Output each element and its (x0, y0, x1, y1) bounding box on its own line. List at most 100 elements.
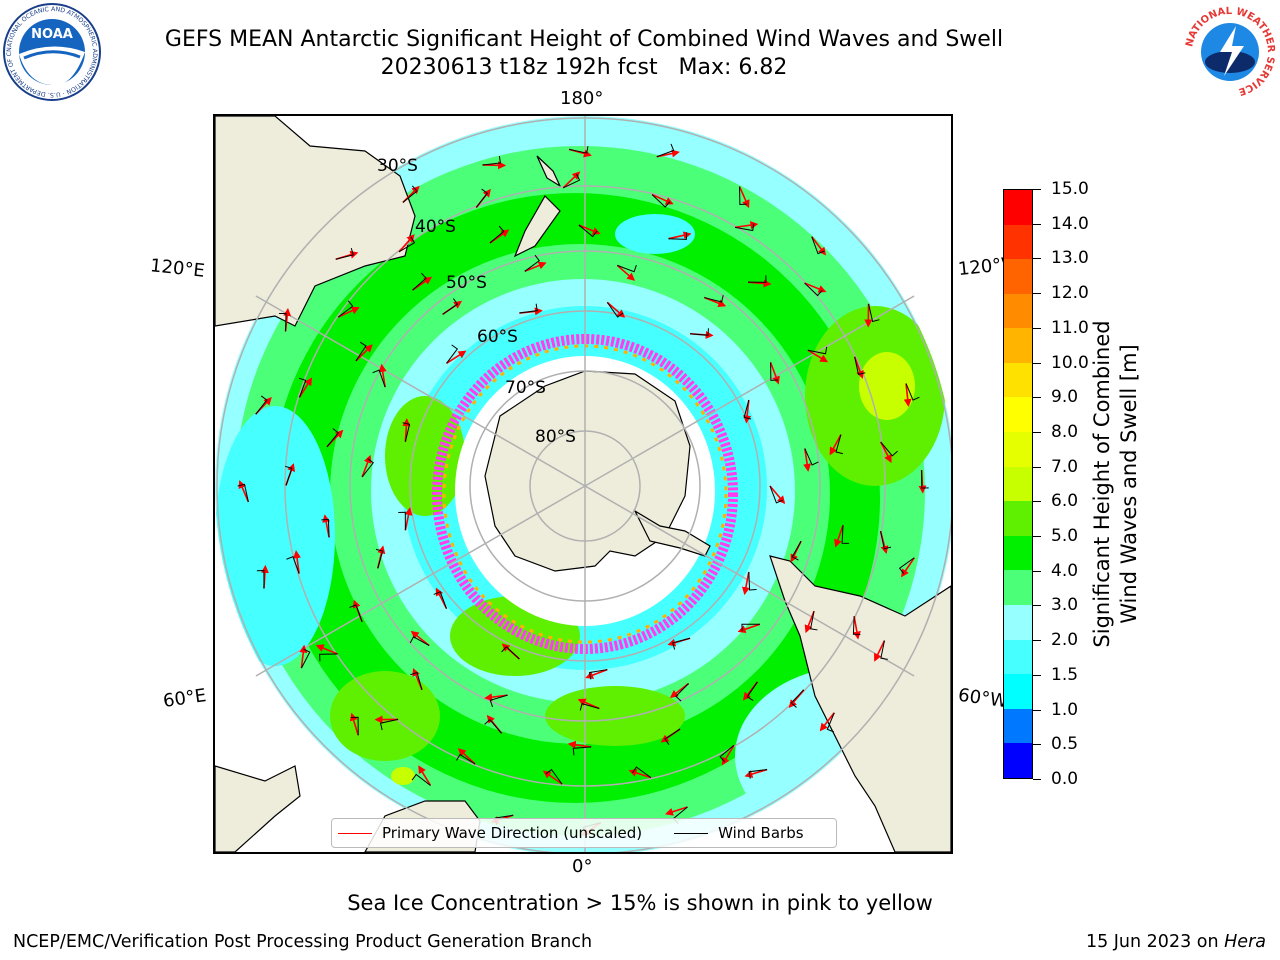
chart-title: GEFS MEAN Antarctic Significant Height o… (0, 26, 1168, 82)
wind-barb (672, 637, 691, 650)
wave-height-band (545, 686, 685, 746)
noaa-logo: NATIONAL OCEANIC AND ATMOSPHERIC ADMINIS… (2, 2, 101, 101)
colorbar-tick-label: 15.0 (1051, 179, 1089, 199)
colorbar-segment (1004, 501, 1032, 536)
wind-barb (545, 768, 563, 785)
wind-barb (921, 470, 929, 489)
colorbar-tick-label: 10.0 (1051, 352, 1089, 373)
wind-barb (898, 557, 915, 575)
wind-barb (743, 399, 752, 420)
wave-direction-arrow (616, 264, 636, 281)
wind-barb (489, 225, 505, 244)
wind-barb (668, 232, 687, 240)
wind-barb (237, 483, 249, 503)
wave-direction-arrow (651, 193, 674, 205)
wave-height-band (330, 671, 440, 761)
wind-barb (398, 236, 416, 253)
wind-barb (807, 346, 828, 355)
lon-label-180: 180° (560, 88, 604, 109)
wind-barb (572, 746, 592, 756)
wind-barb (905, 383, 920, 401)
wind-barb (375, 548, 384, 569)
land-new-zealand (513, 155, 562, 258)
colorbar-tick-label: 13.0 (1051, 248, 1089, 269)
wave-direction-arrow (834, 524, 844, 548)
wind-barb (519, 303, 538, 314)
map-legend: Primary Wave Direction (unscaled) Wind B… (331, 818, 837, 848)
wave-direction-arrow (721, 744, 735, 766)
colorbar-segment (1004, 397, 1032, 433)
wind-barb (719, 744, 735, 763)
wind-barb (279, 312, 287, 332)
wind-barb (841, 525, 850, 544)
wind-barb (398, 511, 406, 531)
wind-barb (617, 264, 637, 273)
wind-barb (690, 328, 709, 336)
colorbar-segment (1004, 293, 1032, 329)
wave-vectors (237, 143, 929, 836)
wave-direction-arrow (410, 630, 430, 647)
wind-barb (409, 636, 430, 646)
colorbar-tick-label: 12.0 (1051, 283, 1089, 304)
wind-barb (880, 531, 892, 550)
wind-barb (433, 591, 447, 609)
wave-direction-arrow (484, 693, 508, 702)
colorbar-tick (1033, 397, 1041, 399)
wave-direction-arrow (741, 571, 750, 596)
wind-barb (372, 369, 386, 388)
colorbar-segment (1004, 708, 1032, 744)
wave-direction-arrow (457, 748, 476, 765)
wave-direction-arrow (337, 306, 360, 318)
wind-barb (484, 718, 502, 734)
legend-item-wave-direction: Primary Wave Direction (unscaled) (332, 824, 642, 842)
wind-barb (482, 155, 501, 166)
wind-barb (489, 694, 508, 708)
wave-direction-arrow (567, 740, 592, 749)
wind-barb (319, 653, 338, 662)
colorbar-segment (1004, 362, 1032, 398)
wave-height-band (391, 767, 415, 785)
wind-barb (412, 272, 427, 291)
wind-barb (804, 448, 819, 466)
wave-direction-arrow (903, 383, 912, 407)
colorbar-tick-label: 14.0 (1051, 213, 1089, 234)
map-panel: 30°S 40°S 50°S 60°S 70°S 80°S (213, 114, 953, 854)
wave-direction-arrow (293, 550, 301, 574)
wave-direction-arrow (874, 640, 886, 662)
lat-label-40s: 40°S (415, 217, 456, 237)
wave-direction-arrow (299, 644, 308, 669)
colorbar-label-line2: Wind Waves and Swell [m] (1117, 344, 1141, 624)
colorbar-tick (1033, 674, 1041, 676)
wind-barb (880, 640, 888, 660)
wave-direction-arrow (656, 149, 680, 158)
wave-direction-arrow (819, 712, 835, 732)
colorbar-tick-label: 9.0 (1051, 387, 1079, 408)
colorbar-segment (1004, 328, 1032, 363)
colorbar-tick-label: 7.0 (1051, 456, 1079, 477)
wind-barb (826, 712, 835, 733)
wind-barb (411, 773, 431, 786)
footer-date: 15 Jun 2023 on Hera (1086, 932, 1266, 952)
wave-direction-arrow (804, 610, 815, 634)
lat-label-60s: 60°S (477, 327, 518, 347)
colorbar-segment (1004, 605, 1032, 640)
wind-barb (351, 716, 359, 736)
colorbar-tick (1033, 362, 1041, 364)
latitude-labels: 30°S 40°S 50°S 60°S 70°S 80°S (377, 156, 576, 447)
wind-barb (746, 681, 758, 701)
wave-direction-arrow (804, 282, 827, 293)
lat-label-70s: 70°S (505, 378, 546, 398)
wave-direction-arrow (298, 377, 313, 398)
wind-barb (656, 143, 675, 158)
colorbar-tick-label: 11.0 (1051, 317, 1089, 338)
wind-barb (402, 422, 411, 442)
wind-barb (563, 173, 581, 189)
land-antarctica (484, 370, 691, 572)
wind-barb (379, 718, 399, 731)
wind-barb (770, 362, 778, 381)
colorbar-tick (1033, 744, 1041, 746)
wind-barb (664, 728, 681, 745)
land-africa (215, 765, 301, 852)
wave-direction-arrow (769, 485, 786, 505)
lon-label-60e: 60°E (161, 685, 208, 712)
